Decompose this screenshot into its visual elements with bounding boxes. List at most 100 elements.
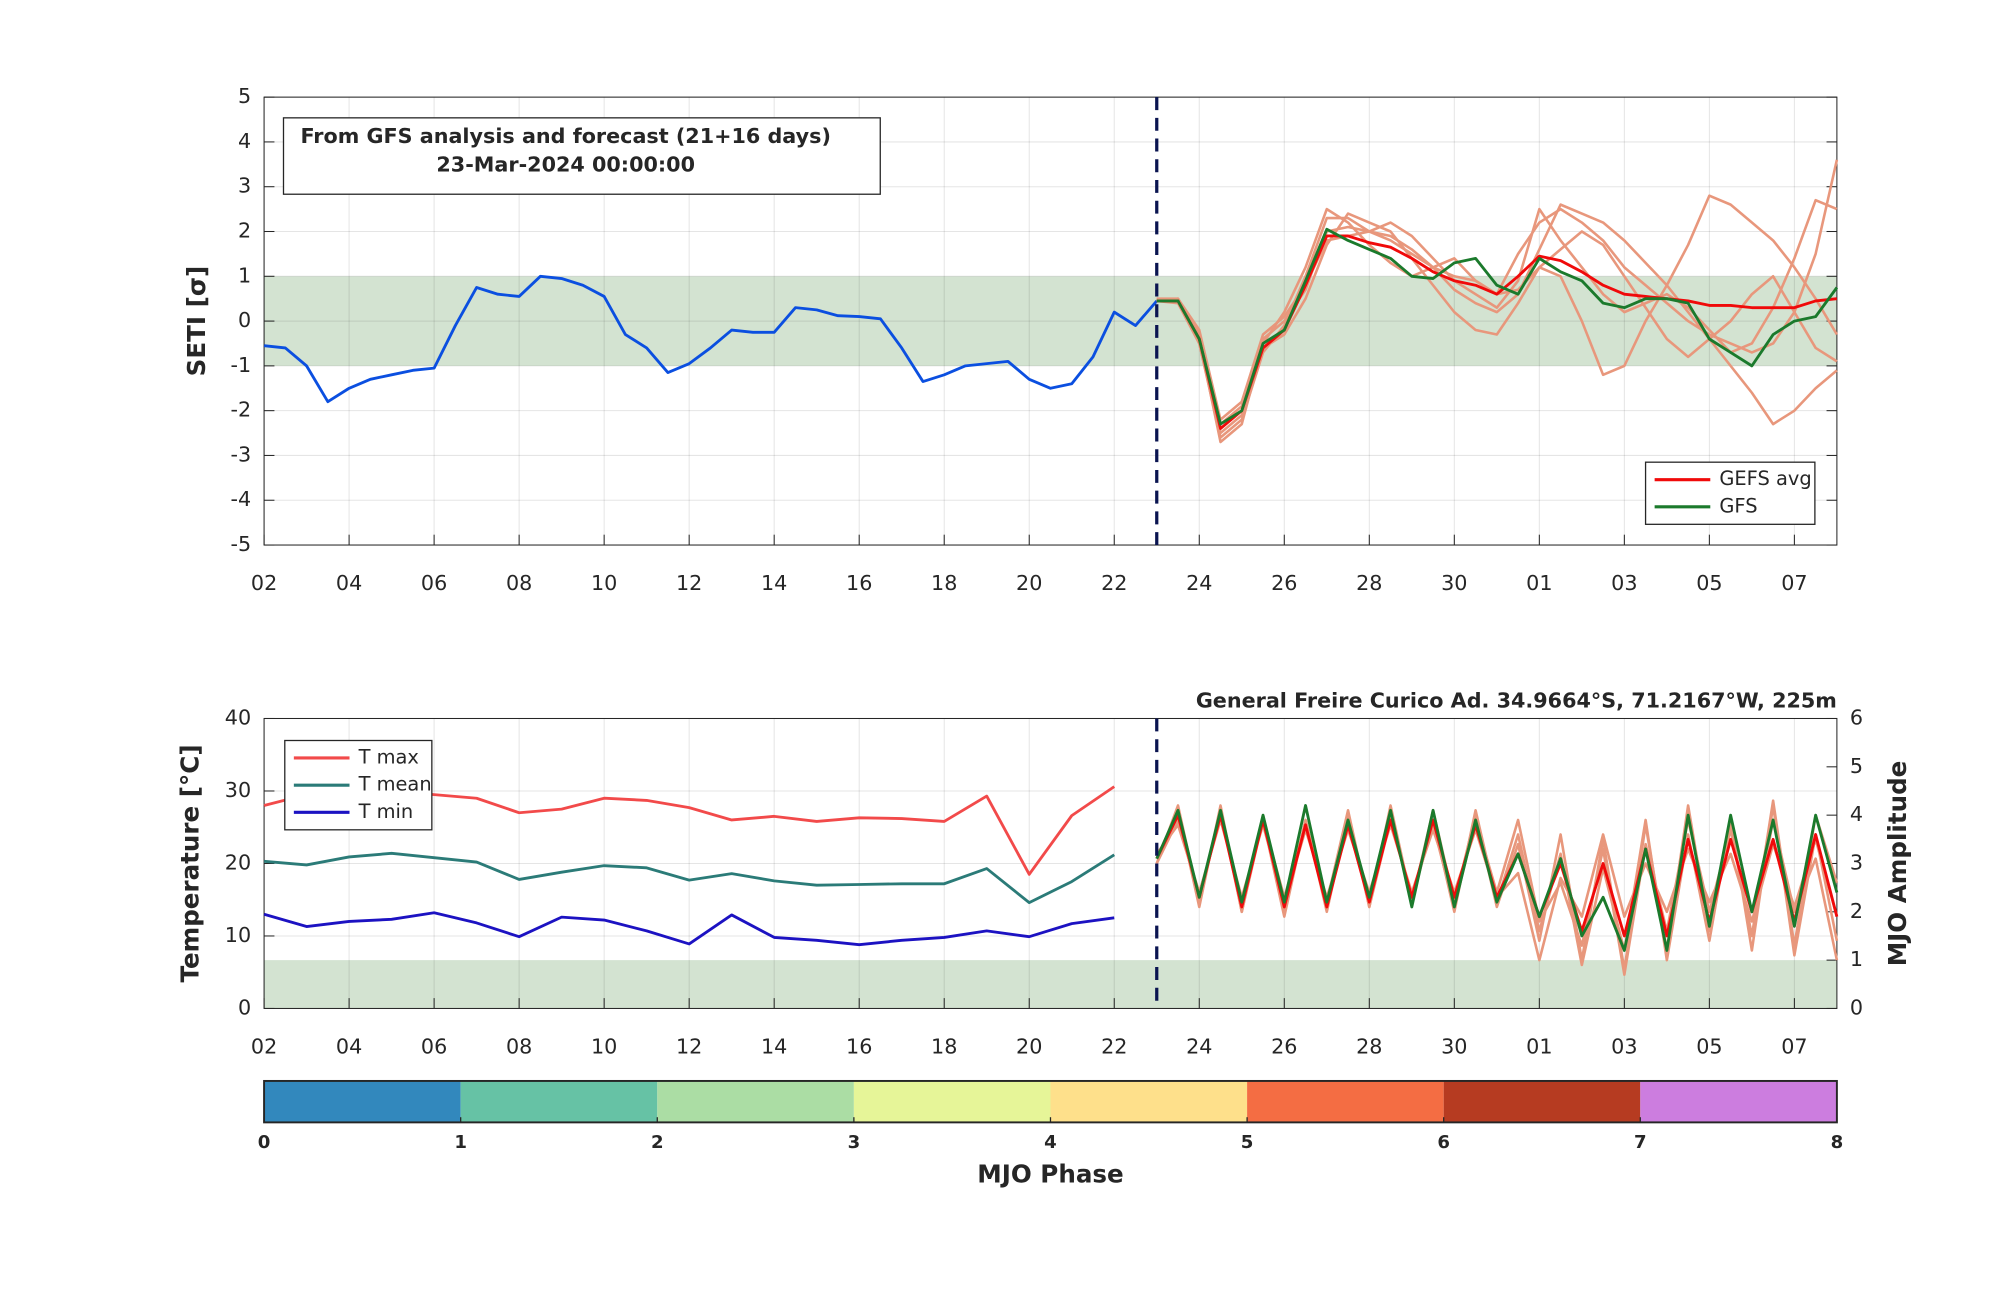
y2-tick-label: 2	[1850, 899, 1863, 923]
legend-label: T min	[358, 800, 414, 823]
x-tick-label: 02	[251, 571, 277, 595]
x-tick-label: 03	[1611, 1034, 1637, 1058]
x-tick-label: 28	[1356, 571, 1382, 595]
y-tick-label: 30	[225, 778, 251, 802]
y-tick-label: -4	[230, 487, 251, 511]
band	[264, 960, 1837, 1009]
y-tick-label: 10	[225, 923, 251, 947]
analysis-line	[263, 274, 1158, 404]
x-tick-label: 06	[421, 1034, 447, 1058]
x-tick-label: 06	[421, 571, 447, 595]
colorbar-segment	[1640, 1080, 1837, 1123]
x-tick-label: 01	[1526, 1034, 1552, 1058]
x-tick-label: 10	[591, 1034, 617, 1058]
x-tick-label: 14	[761, 571, 787, 595]
y-tick-label: 2	[238, 219, 251, 243]
colorbar-segment	[1247, 1080, 1444, 1123]
x-tick-label: 16	[846, 571, 872, 595]
colorbar-segment	[264, 1080, 461, 1123]
series-line	[1156, 227, 1839, 426]
y-tick-label: 40	[225, 705, 251, 729]
x-tick-label: 12	[676, 1034, 702, 1058]
x-tick-label: 24	[1186, 1034, 1212, 1058]
y2-tick-label: 3	[1850, 850, 1863, 874]
y2-tick-label: 0	[1850, 995, 1863, 1019]
colorbar-segment	[853, 1080, 1051, 1123]
series-line	[263, 851, 1116, 905]
y-tick-label: 1	[238, 263, 251, 287]
legend-label: GFS	[1719, 494, 1757, 517]
colorbar-tick-label: 2	[651, 1132, 664, 1153]
y-tick-label: -2	[230, 398, 251, 422]
x-tick-label: 04	[336, 1034, 362, 1058]
x-tick-label: 08	[506, 1034, 532, 1058]
y-tick-label: -1	[230, 353, 251, 377]
colorbar-tick-label: 7	[1634, 1132, 1647, 1153]
x-tick-label: 18	[931, 571, 957, 595]
x-tick-label: 08	[506, 571, 532, 595]
y-tick-label: 4	[238, 129, 251, 153]
x-tick-label: 28	[1356, 1034, 1382, 1058]
y2-tick-label: 5	[1850, 754, 1863, 778]
forecast-line	[1155, 804, 1839, 952]
x-tick-label: 22	[1101, 571, 1127, 595]
colorbar-tick-label: 6	[1437, 1132, 1450, 1153]
x-tick-label: 07	[1781, 1034, 1807, 1058]
y-tick-label: 0	[238, 995, 251, 1019]
colorbar-tick-label: 5	[1241, 1132, 1254, 1153]
colorbar-tick-label: 0	[258, 1132, 271, 1153]
colorbar-tick-label: 1	[454, 1132, 467, 1153]
series-line	[263, 911, 1115, 947]
x-tick-label: 30	[1441, 571, 1467, 595]
x-tick-label: 18	[931, 1034, 957, 1058]
colorbar-tick-label: 3	[848, 1132, 861, 1153]
x-tick-label: 14	[761, 1034, 787, 1058]
y-tick-label: 0	[238, 308, 251, 332]
x-tick-label: 10	[591, 571, 617, 595]
x-tick-label: 05	[1696, 571, 1722, 595]
ensemble-line	[1156, 198, 1838, 421]
y2-tick-label: 6	[1850, 705, 1863, 729]
x-tick-label: 26	[1271, 571, 1297, 595]
y-tick-label: -5	[230, 532, 251, 556]
series-line	[1156, 234, 1838, 431]
x-tick-label: 26	[1271, 1034, 1297, 1058]
x-tick-label: 03	[1611, 571, 1637, 595]
y-tick-label: 5	[238, 84, 251, 108]
legend-label: T mean	[358, 773, 432, 796]
x-tick-label: 16	[846, 1034, 872, 1058]
colorbar-segment	[657, 1080, 854, 1123]
legend-box	[1644, 461, 1816, 525]
y-tick-label: -3	[230, 442, 251, 466]
x-tick-label: 30	[1441, 1034, 1467, 1058]
colorbar-label: MJO Phase	[977, 1159, 1123, 1188]
y-axis-label: SETI [σ]	[182, 266, 211, 377]
x-tick-label: 05	[1696, 1034, 1722, 1058]
chart-title: General Freire Curico Ad. 34.9664°S, 71.…	[1196, 689, 1837, 713]
x-tick-label: 24	[1186, 571, 1212, 595]
y2-axis-label: MJO Amplitude	[1883, 761, 1912, 967]
legend-label: T max	[358, 745, 419, 768]
annotation-box	[282, 117, 881, 195]
colorbar-tick-label: 8	[1831, 1132, 1844, 1153]
x-tick-label: 04	[336, 571, 362, 595]
legend-label: GEFS avg	[1719, 467, 1811, 490]
x-tick-label: 20	[1016, 1034, 1042, 1058]
annotation-text: From GFS analysis and forecast (21+16 da…	[300, 124, 830, 148]
x-tick-label: 07	[1781, 571, 1807, 595]
colorbar-tick-label: 4	[1044, 1132, 1057, 1153]
y2-tick-label: 4	[1850, 802, 1863, 826]
plot-frame	[263, 717, 1838, 1009]
y-tick-label: 20	[225, 850, 251, 874]
x-tick-label: 01	[1526, 571, 1552, 595]
x-tick-label: 20	[1016, 571, 1042, 595]
x-tick-label: 12	[676, 571, 702, 595]
plot-frame	[263, 96, 1838, 546]
y-tick-label: 3	[238, 174, 251, 198]
colorbar-segment	[1443, 1080, 1641, 1123]
annotation-text: 23-Mar-2024 00:00:00	[436, 153, 695, 177]
x-tick-label: 02	[251, 1034, 277, 1058]
y2-tick-label: 1	[1850, 947, 1863, 971]
